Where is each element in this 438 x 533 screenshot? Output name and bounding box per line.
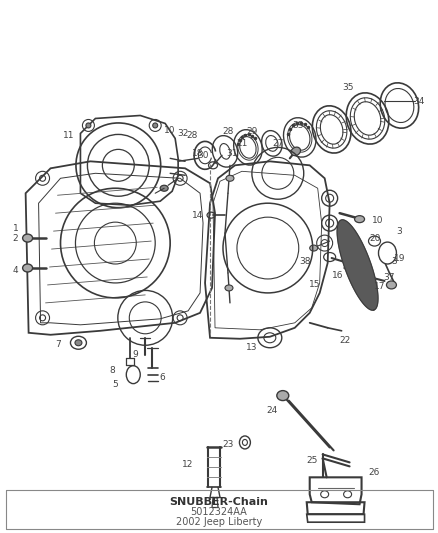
- Ellipse shape: [385, 281, 396, 289]
- Text: 13: 13: [246, 343, 257, 352]
- Ellipse shape: [360, 271, 372, 279]
- Text: 8: 8: [109, 366, 115, 375]
- Ellipse shape: [226, 175, 233, 181]
- Text: 26: 26: [368, 468, 379, 477]
- Text: 18: 18: [192, 149, 203, 158]
- Text: 17: 17: [373, 282, 385, 292]
- Text: 33: 33: [291, 121, 303, 130]
- Ellipse shape: [86, 123, 91, 128]
- Text: 1: 1: [13, 224, 18, 232]
- Text: 7: 7: [56, 340, 61, 349]
- Ellipse shape: [276, 391, 288, 401]
- Text: 28: 28: [222, 127, 233, 136]
- Text: 5012324AA: 5012324AA: [190, 507, 247, 517]
- Polygon shape: [336, 220, 377, 310]
- Text: 3: 3: [391, 256, 396, 265]
- Text: 21: 21: [236, 139, 247, 148]
- Ellipse shape: [152, 123, 157, 128]
- Text: 27: 27: [272, 139, 283, 148]
- Text: 9: 9: [132, 350, 138, 359]
- Text: 2002 Jeep Liberty: 2002 Jeep Liberty: [176, 517, 261, 527]
- Text: 28: 28: [186, 131, 198, 140]
- Text: 12: 12: [182, 460, 193, 469]
- Text: 4: 4: [13, 266, 18, 276]
- Ellipse shape: [354, 216, 364, 223]
- Text: 37: 37: [383, 273, 394, 282]
- Ellipse shape: [23, 264, 32, 272]
- Text: 32: 32: [177, 129, 188, 138]
- Text: SNUBBER-Chain: SNUBBER-Chain: [169, 497, 268, 507]
- Text: 3: 3: [396, 227, 401, 236]
- Text: 29: 29: [246, 127, 257, 136]
- Text: 19: 19: [393, 254, 404, 263]
- Text: 30: 30: [197, 151, 208, 160]
- Text: 34: 34: [413, 97, 424, 106]
- Text: 5: 5: [112, 380, 118, 389]
- Ellipse shape: [75, 340, 82, 346]
- Text: 24: 24: [265, 406, 277, 415]
- Text: 14: 14: [192, 211, 203, 220]
- Text: 6: 6: [159, 373, 165, 382]
- Ellipse shape: [309, 245, 317, 251]
- Text: 38: 38: [298, 256, 310, 265]
- Text: 16: 16: [331, 271, 343, 280]
- Text: 20: 20: [369, 233, 380, 243]
- Text: 31: 31: [226, 149, 237, 158]
- Ellipse shape: [23, 234, 32, 242]
- Text: 10: 10: [371, 216, 382, 224]
- Text: 22: 22: [338, 336, 350, 345]
- Ellipse shape: [290, 147, 300, 156]
- Text: 25: 25: [305, 456, 317, 465]
- Text: 10: 10: [164, 126, 176, 135]
- Text: 15: 15: [308, 280, 320, 289]
- Text: 2: 2: [13, 233, 18, 243]
- Text: 11: 11: [63, 131, 74, 140]
- Ellipse shape: [224, 285, 233, 291]
- Text: 23: 23: [222, 440, 233, 449]
- Text: 35: 35: [341, 83, 353, 92]
- Ellipse shape: [160, 185, 168, 191]
